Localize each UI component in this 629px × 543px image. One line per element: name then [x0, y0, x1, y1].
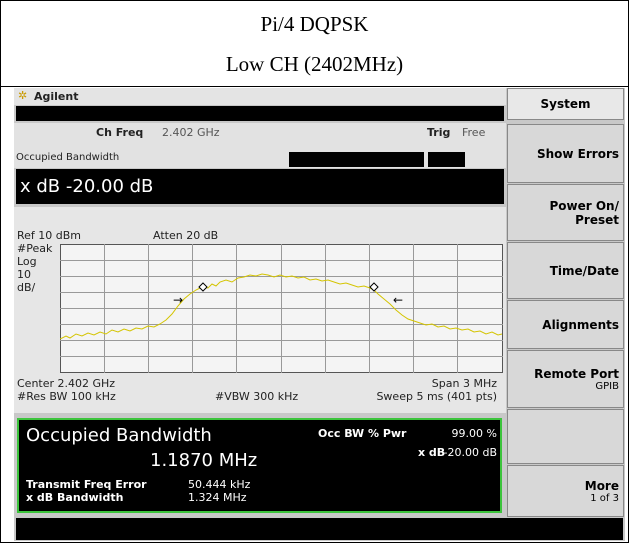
- softkey-label: Power On/: [549, 198, 620, 213]
- results-value: 1.1870 MHz: [150, 450, 258, 471]
- softkey[interactable]: Alignments: [507, 300, 624, 349]
- softkey[interactable]: [507, 409, 624, 464]
- scale-label: dB/: [17, 281, 36, 294]
- mode: Occupied Bandwidth: [16, 152, 120, 163]
- softkey-sublabel: 1 of 3: [590, 492, 619, 504]
- softkey[interactable]: Power On/Preset: [507, 184, 624, 241]
- label: x dB Bandwidth: [26, 491, 124, 504]
- title-bar: [16, 106, 504, 121]
- status-area: [14, 123, 506, 168]
- brand-bar: [14, 88, 506, 105]
- header-line: Low CH (2402MHz): [225, 52, 404, 76]
- active-function: x dB -20.00 dB: [20, 176, 154, 197]
- arrow: ←: [393, 293, 403, 307]
- arrow: →: [173, 293, 183, 307]
- softkey-label: System: [540, 97, 591, 111]
- softkey-label: Time/Date: [549, 263, 619, 278]
- res-bw: #Res BW 100 kHz: [17, 390, 116, 403]
- header-rule: [0, 86, 629, 87]
- softkey-label: Remote Port: [534, 366, 619, 381]
- sweep: Sweep 5 ms (401 pts): [376, 390, 497, 403]
- label: Ch Freq: [96, 126, 144, 139]
- label: Transmit Freq Error: [26, 478, 147, 491]
- center-freq: Center 2.402 GHz: [17, 377, 116, 390]
- softkey[interactable]: Remote Port GPIB: [507, 350, 624, 408]
- value: 1.324 MHz: [188, 491, 247, 504]
- value: 50.444 kHz: [188, 478, 251, 491]
- softkey[interactable]: Time/Date: [507, 242, 624, 299]
- value: -20.00 dB: [443, 446, 498, 459]
- value: 99.00 %: [451, 427, 497, 440]
- brand: Agilent: [34, 90, 79, 103]
- softkey-label: Show Errors: [536, 146, 619, 161]
- label: Occ BW % Pwr: [318, 427, 407, 440]
- header-line: Pi/4 DQPSK: [260, 12, 369, 36]
- detector: #Peak: [17, 242, 53, 255]
- softkey[interactable]: System: [507, 88, 624, 120]
- active-function-bar: [16, 169, 504, 204]
- grid: [60, 244, 503, 373]
- trace: [60, 273, 503, 340]
- softkey[interactable]: Show Errors: [507, 124, 624, 183]
- graticule: → ←: [60, 244, 503, 373]
- marker: [198, 282, 208, 292]
- softkey-label: More: [584, 478, 619, 493]
- value: Free: [462, 126, 486, 139]
- marker: [369, 282, 379, 292]
- results-panel: [17, 418, 502, 513]
- scale-label: 10: [17, 268, 31, 281]
- value: 2.402 GHz: [162, 126, 220, 139]
- logo-star: ✲: [18, 89, 28, 102]
- vbw: #VBW 300 kHz: [215, 390, 299, 403]
- status-box: [289, 152, 424, 167]
- ref-level: Ref 10 dBm: [17, 229, 82, 242]
- label: Trig: [427, 126, 451, 139]
- attenuation: Atten 20 dB: [153, 229, 219, 242]
- softkey-sublabel: GPIB: [595, 380, 619, 392]
- softkey[interactable]: More 1 of 3: [507, 465, 624, 517]
- bottom-bar: [16, 518, 623, 540]
- softkey-label: Alignments: [542, 317, 619, 332]
- label: x dB: [418, 446, 446, 459]
- softkey-sublabel: Preset: [575, 212, 619, 227]
- status-box: [428, 152, 465, 167]
- results-title: Occupied Bandwidth: [26, 425, 212, 446]
- span: Span 3 MHz: [431, 377, 497, 390]
- scale-label: Log: [17, 255, 37, 268]
